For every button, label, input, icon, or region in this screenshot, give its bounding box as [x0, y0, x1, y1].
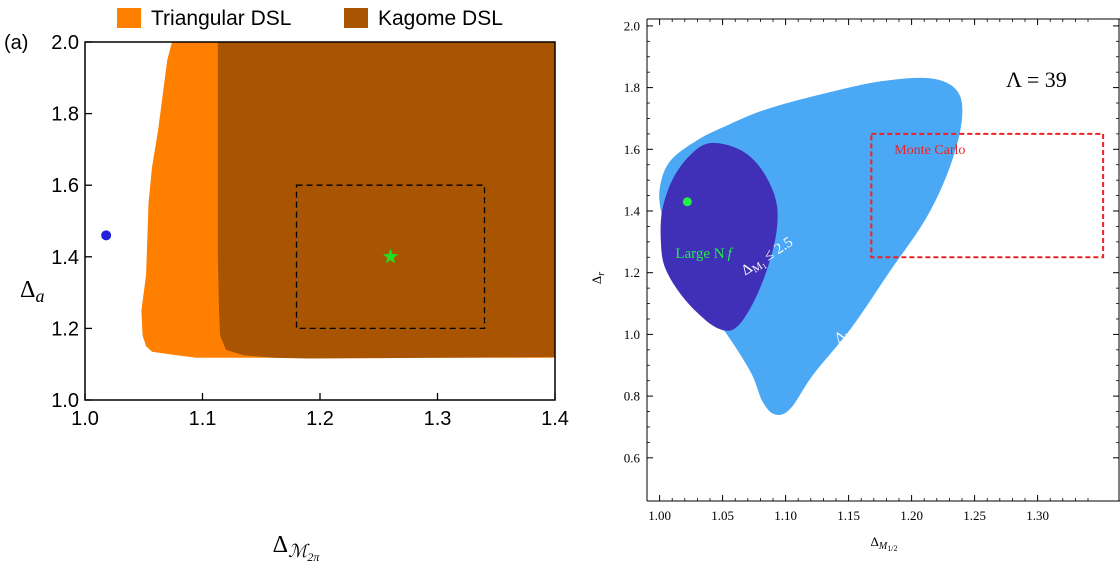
left-x-axis-label: Δℳ2π	[273, 532, 321, 563]
right-y-tick-label: 1.2	[624, 265, 640, 280]
left-y-tick-label: 1.8	[51, 104, 79, 126]
green-star	[382, 248, 399, 264]
right-y-tick-label: 1.6	[624, 142, 641, 157]
left-y-tick-label: 1.0	[51, 390, 79, 412]
right-y-tick-label: 1.8	[624, 80, 640, 95]
left-y-ticks: 1.0 1.2 1.4 1.6 1.8 2.0	[51, 32, 92, 412]
right-x-tick-label: 1.30	[1026, 508, 1049, 523]
left-plot-area	[141, 42, 555, 359]
legend-swatch-kagome	[344, 8, 368, 28]
left-y-tick-label: 1.6	[51, 175, 79, 197]
right-y-tick-label: 0.8	[624, 389, 640, 404]
large-nf-point	[682, 197, 692, 207]
right-x-tick-label: 1.20	[900, 508, 923, 523]
left-x-ticks: 1.0 1.1 1.2 1.3 1.4	[71, 393, 569, 430]
right-x-tick-label: 1.25	[963, 508, 986, 523]
right-y-tick-label: 1.0	[624, 327, 640, 342]
left-x-tick-label: 1.1	[189, 408, 217, 430]
left-y-axis-label: Δa	[20, 277, 44, 306]
panel-label: (a)	[4, 32, 28, 54]
left-chart: Triangular DSL Kagome DSL (a) 1.0 1.1 1.2 1…	[4, 7, 569, 563]
reference-box	[295, 184, 486, 330]
right-y-ticks: 0.6 0.8 1.0 1.2 1.4 1.6 1.8 2.0	[624, 18, 1119, 465]
legend-label-kagome: Kagome DSL	[378, 7, 503, 30]
right-y-tick-label: 0.6	[624, 450, 641, 465]
right-plot-area	[659, 77, 1105, 415]
left-x-tick-label: 1.2	[306, 408, 334, 430]
left-y-tick-label: 2.0	[51, 32, 79, 54]
left-y-tick-label: 1.4	[51, 247, 79, 269]
left-legend: Triangular DSL Kagome DSL	[117, 7, 503, 30]
left-y-tick-label: 1.2	[51, 318, 79, 340]
right-x-tick-label: 1.05	[711, 508, 734, 523]
right-x-tick-label: 1.00	[648, 508, 671, 523]
monte-carlo-box	[870, 132, 1105, 259]
right-x-axis-label: ΔM1/2	[871, 534, 898, 553]
legend-swatch-triangular	[117, 8, 141, 28]
right-y-axis-label: Δr	[589, 272, 607, 284]
legend-label-triangular: Triangular DSL	[151, 7, 291, 30]
right-y-tick-label: 2.0	[624, 18, 640, 33]
kagome-region	[217, 42, 555, 359]
left-x-tick-label: 1.4	[541, 408, 569, 430]
right-y-tick-label: 1.4	[624, 204, 641, 219]
left-x-tick-label: 1.0	[71, 408, 99, 430]
lambda-annotation: Λ = 39	[1006, 67, 1067, 92]
blue-point	[101, 230, 112, 241]
right-x-tick-label: 1.15	[837, 508, 860, 523]
right-x-ticks: 1.00 1.05 1.10 1.15 1.20 1.25 1.30	[648, 19, 1089, 523]
dark-blue-region	[660, 142, 778, 331]
monte-carlo-label: Monte Carlo	[894, 143, 965, 158]
left-x-tick-label: 1.3	[424, 408, 452, 430]
right-x-tick-label: 1.10	[774, 508, 797, 523]
